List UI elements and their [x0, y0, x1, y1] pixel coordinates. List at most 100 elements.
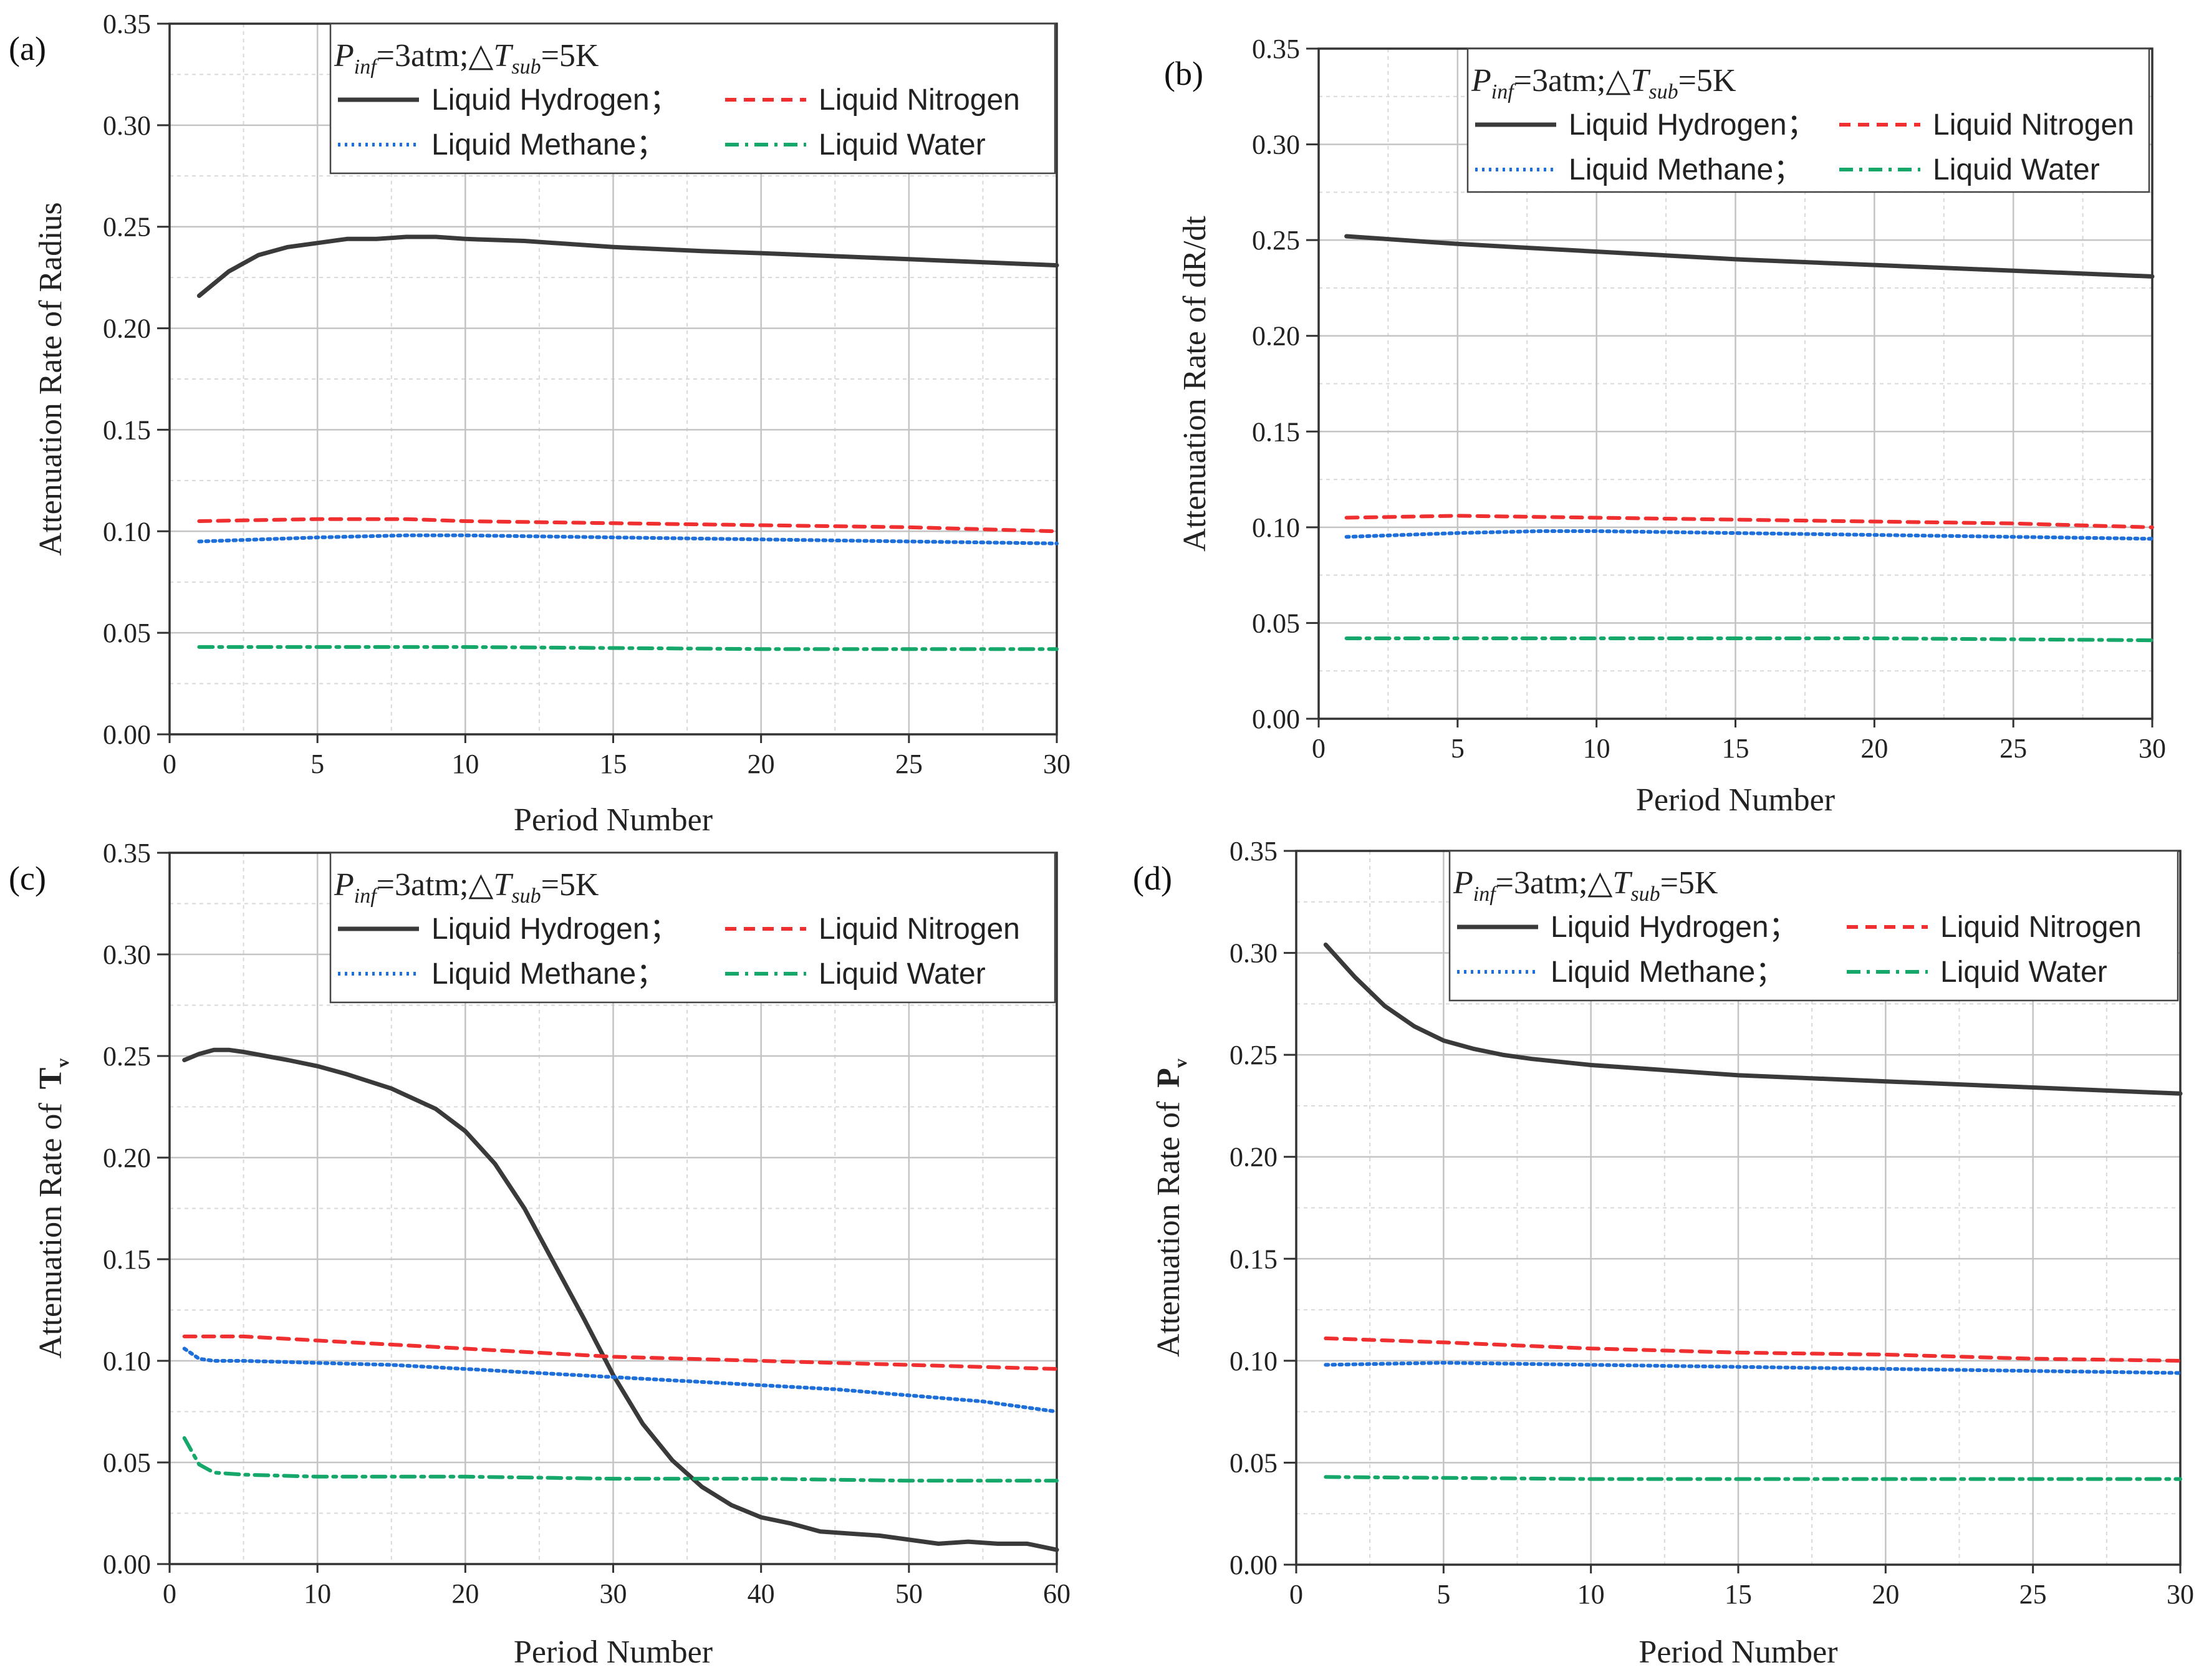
y-tick-label: 0.00 — [103, 1549, 151, 1580]
legend-label: Liquid Water — [1933, 153, 2100, 186]
series-line-liquid-water — [182, 1436, 1059, 1483]
y-axis-title: Attenuation Rate ofTv — [33, 1058, 73, 1359]
y-tick-label: 0.30 — [103, 939, 151, 970]
legend-label: Liquid Hydrogen； — [431, 913, 680, 946]
y-tick-label: 0.15 — [1252, 416, 1300, 447]
series-line-liquid-hydrogen — [182, 1047, 1059, 1552]
y-tick-label: 0.00 — [103, 719, 151, 750]
x-tick-label: 10 — [304, 1578, 331, 1609]
y-tick-label: 0.20 — [1252, 321, 1300, 352]
y-axis-symbol-subscript: v — [52, 1058, 73, 1068]
x-tick-label: 10 — [451, 749, 479, 779]
legend-label: Liquid Water — [1940, 956, 2107, 989]
x-tick-label: 25 — [2019, 1579, 2047, 1610]
chart-c-svg: 0 10 20 30 40 50 60 0.00 0.05 0.10 0.15 0.20 0.25 0.3… — [9, 840, 1071, 1670]
cond-t-sub: sub — [511, 55, 541, 79]
y-tick-label: 0.35 — [1252, 34, 1300, 64]
y-axis-title: Attenuation Rate ofPv — [1151, 1058, 1191, 1357]
y-tick-label: 0.25 — [1230, 1040, 1278, 1070]
series-line-liquid-nitrogen — [1344, 514, 2154, 529]
x-tick-label: 15 — [1725, 1579, 1752, 1610]
y-tick-label: 0.25 — [1252, 225, 1300, 256]
legend-label: Liquid Nitrogen — [819, 84, 1020, 117]
x-tick-label: 15 — [1722, 733, 1749, 764]
x-tick-label: 30 — [2167, 1579, 2194, 1610]
cond-p-sub: inf — [1491, 80, 1516, 103]
cond-p: P — [1471, 63, 1491, 98]
x-tick-label: 30 — [2139, 733, 2166, 764]
panel-label: (c) — [9, 860, 46, 897]
x-tick-label: 20 — [451, 1578, 479, 1609]
series-line-liquid-methane — [182, 1346, 1059, 1414]
cond-t-sub: sub — [511, 885, 541, 908]
x-tick-label: 20 — [1872, 1579, 1899, 1610]
legend-condition: Pinf=3atm;△Tsub=5K — [334, 38, 599, 79]
series-line-liquid-methane — [1344, 529, 2154, 541]
legend: Pinf=3atm;△Tsub=5K Liquid Hydrogen； Liquid… — [329, 852, 1056, 1004]
y-tick-label: 0.00 — [1252, 704, 1300, 734]
x-axis-title: Period Number — [514, 802, 713, 838]
x-tick-label: 40 — [748, 1578, 775, 1609]
chart-panel-a: 0 5 10 15 20 25 30 0.00 0.05 0.10 0.15 0.20 0.25 0.30… — [0, 0, 1102, 840]
x-axis-title: Period Number — [514, 1634, 713, 1670]
cond-p: P — [1453, 865, 1473, 901]
x-tick-label: 15 — [600, 749, 627, 779]
x-tick-label: 10 — [1583, 733, 1610, 764]
cond-eq1: =3atm; — [1514, 63, 1606, 98]
legend-label: Liquid Methane； — [1569, 153, 1803, 186]
panel-label: (b) — [1164, 55, 1203, 92]
series-line-liquid-methane — [1324, 1361, 2182, 1375]
legend-label: Liquid Methane； — [431, 958, 666, 991]
series-line-liquid-hydrogen — [196, 234, 1059, 298]
chart-a-svg: 0 5 10 15 20 25 30 0.00 0.05 0.10 0.15 0.20 0.25 0.30… — [9, 9, 1071, 838]
y-tick-label: 0.05 — [1230, 1447, 1278, 1478]
legend-label: Liquid Nitrogen — [1940, 911, 2142, 944]
y-tick-label: 0.00 — [1230, 1550, 1278, 1580]
x-tick-label: 25 — [1999, 733, 2027, 764]
series-line-liquid-water — [1344, 636, 2154, 643]
x-tick-label: 25 — [895, 749, 923, 779]
cond-eq2: =5K — [541, 38, 599, 74]
x-tick-label: 0 — [1312, 733, 1326, 764]
cond-t: T — [1612, 865, 1632, 901]
cond-delta: △ — [1587, 865, 1612, 901]
series-line-liquid-nitrogen — [182, 1334, 1059, 1371]
cond-delta: △ — [468, 867, 493, 903]
cond-t-sub: sub — [1630, 883, 1660, 906]
y-axis-title: Attenuation Rate of dR/dt — [1177, 216, 1213, 552]
cond-eq2: =5K — [541, 867, 599, 903]
series-line-liquid-nitrogen — [1324, 1336, 2182, 1363]
series-line-liquid-methane — [197, 533, 1059, 545]
cond-eq1: =3atm; — [377, 867, 469, 903]
cond-eq1: =3atm; — [1496, 865, 1588, 901]
series-line-liquid-water — [197, 645, 1059, 651]
y-tick-label: 0.20 — [103, 314, 151, 344]
legend-box — [329, 852, 1056, 1004]
x-tick-label: 0 — [1289, 1579, 1303, 1610]
y-tick-label: 0.30 — [1230, 938, 1278, 969]
y-axis-symbol: T — [33, 1068, 69, 1090]
cond-t: T — [493, 867, 513, 903]
y-tick-label: 0.35 — [103, 9, 151, 39]
legend: Pinf=3atm;△Tsub=5K Liquid Hydrogen； Liquid… — [1466, 47, 2150, 193]
y-tick-label: 0.25 — [103, 1041, 151, 1072]
x-tick-label: 30 — [600, 1578, 627, 1609]
series-line-liquid-hydrogen — [1344, 234, 2155, 279]
legend-label: Liquid Nitrogen — [819, 913, 1020, 946]
legend-box — [1448, 850, 2179, 1002]
cond-eq2: =5K — [1660, 865, 1718, 901]
chart-b-svg: 0 5 10 15 20 25 30 0.00 0.05 0.10 0.15 0.20 0.25 0.30… — [1164, 34, 2166, 818]
legend-condition: Pinf=3atm;△Tsub=5K — [334, 867, 599, 908]
legend-box — [329, 22, 1056, 175]
panel-label: (d) — [1133, 860, 1172, 897]
y-axis-title: Attenuation Rate of Radius — [33, 202, 69, 556]
x-tick-label: 30 — [1043, 749, 1071, 779]
panel-label: (a) — [9, 30, 46, 67]
x-tick-label: 0 — [163, 1578, 176, 1609]
y-tick-label: 0.05 — [103, 1447, 151, 1478]
x-axis-title: Period Number — [1636, 782, 1835, 818]
legend-label: Liquid Water — [819, 958, 986, 991]
cond-p-sub: inf — [354, 885, 379, 908]
y-tick-label: 0.10 — [103, 516, 151, 547]
cond-eq2: =5K — [1678, 63, 1736, 98]
